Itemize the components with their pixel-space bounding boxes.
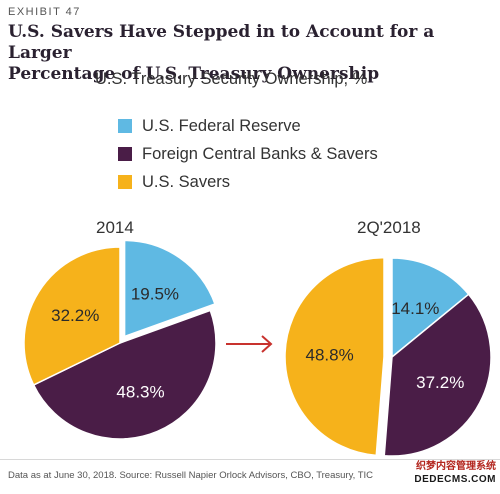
- legend-label-foreign: Foreign Central Banks & Savers: [142, 144, 378, 163]
- pie-0-label-0: 19.5%: [131, 284, 179, 303]
- pie-1-slice-1: [383, 293, 492, 457]
- pie-title-2014: 2014: [96, 218, 134, 237]
- pie-0-slice-0: [123, 239, 216, 338]
- pie-1-label-2: 48.8%: [305, 346, 353, 365]
- legend-swatch-us-savers: [118, 175, 132, 189]
- pie-1-slice-2: [284, 256, 385, 457]
- chart-subtitle: U.S. Treasury Security Ownership, %: [95, 70, 368, 88]
- legend-swatch-federal-reserve: [118, 119, 132, 133]
- exhibit-label: EXHIBIT 47: [8, 6, 81, 18]
- headline-line-2: Percentage of U.S. Treasury Ownership: [8, 64, 380, 84]
- legend-item-foreign: Foreign Central Banks & Savers: [118, 140, 378, 168]
- pie-1-label-1: 37.2%: [416, 373, 464, 392]
- pie-1-label-0: 14.1%: [391, 299, 439, 318]
- pie-0-slice-2: [23, 246, 121, 386]
- source-note: Data as at June 30, 2018. Source: Russel…: [8, 470, 374, 481]
- legend-label-us-savers: U.S. Savers: [142, 172, 231, 191]
- legend-label-federal-reserve: U.S. Federal Reserve: [142, 116, 301, 135]
- pie-1-slice-0: [391, 257, 470, 359]
- chart-headline: U.S. Savers Have Stepped in to Account f…: [8, 22, 488, 85]
- legend-item-us-savers: U.S. Savers: [118, 168, 378, 196]
- footer: Data as at June 30, 2018. Source: Russel…: [0, 459, 500, 494]
- headline-line-1: U.S. Savers Have Stepped in to Account f…: [8, 22, 435, 63]
- watermark-line-2: DEDECMS.COM: [414, 474, 496, 485]
- pie-0-label-1: 48.3%: [116, 383, 164, 402]
- pie-title-2018: 2Q'2018: [357, 218, 421, 237]
- watermark: 织梦内容管理系统 DEDECMS.COM: [378, 460, 496, 486]
- arrow-head: [261, 335, 273, 353]
- legend: U.S. Federal Reserve Foreign Central Ban…: [118, 112, 378, 196]
- watermark-line-1: 织梦内容管理系统: [416, 461, 496, 472]
- legend-swatch-foreign: [118, 147, 132, 161]
- legend-item-federal-reserve: U.S. Federal Reserve: [118, 112, 378, 140]
- pie-0-slice-1: [32, 309, 217, 440]
- pie-0-label-2: 32.2%: [51, 306, 99, 325]
